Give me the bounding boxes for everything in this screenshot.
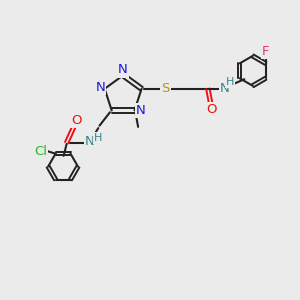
Text: Cl: Cl bbox=[34, 145, 47, 158]
Text: S: S bbox=[161, 82, 170, 95]
Text: O: O bbox=[206, 103, 217, 116]
Text: N: N bbox=[136, 104, 146, 117]
Text: F: F bbox=[262, 45, 269, 58]
Text: H: H bbox=[226, 77, 234, 87]
Text: N: N bbox=[220, 82, 230, 95]
Text: N: N bbox=[95, 81, 105, 94]
Text: N: N bbox=[85, 135, 95, 148]
Text: O: O bbox=[71, 114, 82, 127]
Text: H: H bbox=[94, 133, 102, 143]
Text: N: N bbox=[118, 64, 128, 76]
